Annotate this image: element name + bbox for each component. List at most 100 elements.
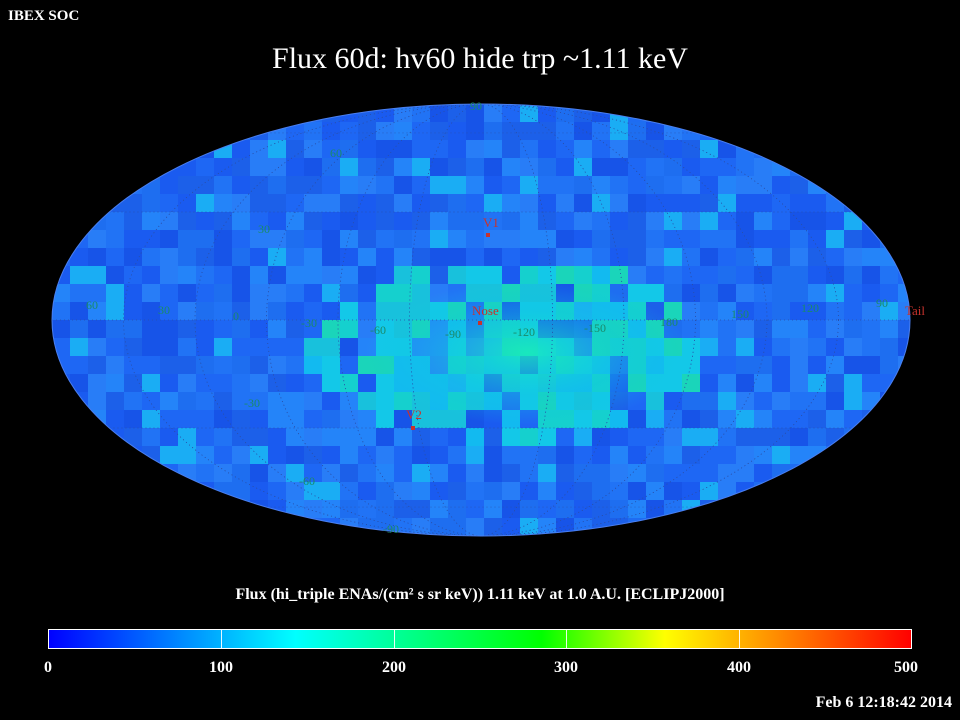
flux-pixel: [520, 446, 538, 464]
flux-pixel: [394, 212, 412, 230]
flux-pixel: [52, 338, 70, 356]
flux-pixel: [394, 446, 412, 464]
flux-pixel: [484, 230, 502, 248]
flux-pixel: [214, 410, 232, 428]
flux-pixel: [358, 176, 376, 194]
flux-pixel: [808, 176, 826, 194]
flux-pixel: [124, 392, 142, 410]
flux-pixel: [772, 392, 790, 410]
flux-pixel: [898, 302, 910, 320]
flux-pixel: [772, 194, 790, 212]
flux-pixel: [718, 302, 736, 320]
flux-pixel: [664, 158, 682, 176]
flux-pixel: [502, 518, 520, 536]
flux-pixel: [538, 482, 556, 500]
flux-pixel: [646, 176, 664, 194]
flux-pixel: [574, 122, 592, 140]
flux-pixel: [358, 428, 376, 446]
flux-pixel: [700, 284, 718, 302]
flux-pixel: [736, 194, 754, 212]
flux-pixel: [124, 248, 142, 266]
flux-pixel: [268, 158, 286, 176]
flux-pixel: [484, 212, 502, 230]
flux-pixel: [70, 338, 88, 356]
flux-pixel: [682, 212, 700, 230]
flux-pixel: [430, 248, 448, 266]
lat-label-60: 60: [330, 146, 342, 160]
flux-pixel: [538, 500, 556, 518]
flux-pixel: [250, 140, 268, 158]
flux-pixel: [664, 428, 682, 446]
flux-pixel: [322, 122, 340, 140]
flux-pixel: [286, 194, 304, 212]
flux-pixel: [178, 230, 196, 248]
flux-pixel: [628, 500, 646, 518]
flux-pixel: [412, 500, 430, 518]
flux-pixel: [358, 392, 376, 410]
flux-pixel: [52, 302, 70, 320]
flux-pixel: [754, 320, 772, 338]
flux-pixel: [88, 410, 106, 428]
flux-pixel: [502, 464, 520, 482]
flux-pixel: [196, 158, 214, 176]
flux-pixel: [502, 104, 520, 122]
flux-pixel: [538, 518, 556, 536]
flux-pixel: [718, 428, 736, 446]
flux-pixel: [142, 230, 160, 248]
flux-pixel: [664, 266, 682, 284]
flux-pixel: [646, 464, 664, 482]
flux-pixel: [718, 248, 736, 266]
flux-pixel: [214, 284, 232, 302]
flux-pixel: [790, 230, 808, 248]
flux-pixel: [178, 212, 196, 230]
flux-pixel: [754, 212, 772, 230]
nose-marker: [478, 321, 482, 325]
org-label: IBEX SOC: [8, 8, 80, 24]
flux-pixel: [106, 194, 124, 212]
flux-pixel: [808, 374, 826, 392]
flux-pixel: [484, 122, 502, 140]
flux-pixel: [124, 428, 142, 446]
flux-pixel: [124, 356, 142, 374]
flux-pixel: [340, 284, 358, 302]
flux-pixel: [358, 284, 376, 302]
flux-pixel: [808, 284, 826, 302]
flux-pixel: [106, 248, 124, 266]
flux-pixel: [394, 104, 412, 122]
flux-pixel: [232, 428, 250, 446]
flux-pixel: [106, 266, 124, 284]
flux-pixel: [574, 482, 592, 500]
flux-pixel: [196, 194, 214, 212]
flux-pixel: [448, 428, 466, 446]
flux-pixel: [790, 248, 808, 266]
lat-label-neg90: -90: [383, 522, 399, 536]
flux-pixel: [394, 518, 412, 536]
flux-pixel: [376, 176, 394, 194]
flux-pixel: [52, 320, 70, 338]
flux-pixel: [718, 446, 736, 464]
flux-pixel: [376, 194, 394, 212]
flux-pixel: [412, 428, 430, 446]
flux-pixel: [250, 266, 268, 284]
flux-pixel: [250, 482, 268, 500]
flux-pixel: [394, 230, 412, 248]
flux-pixel: [214, 482, 232, 500]
flux-pixel: [250, 158, 268, 176]
flux-pixel: [718, 158, 736, 176]
flux-pixel: [124, 446, 142, 464]
flux-pixel: [718, 266, 736, 284]
flux-pixel: [322, 194, 340, 212]
flux-pixel: [394, 464, 412, 482]
flux-pixel: [430, 428, 448, 446]
flux-pixel: [754, 356, 772, 374]
flux-pixel: [736, 392, 754, 410]
flux-pixel: [448, 464, 466, 482]
flux-pixel: [862, 320, 880, 338]
flux-pixel: [556, 104, 574, 122]
flux-pixel: [826, 302, 844, 320]
flux-pixel: [142, 428, 160, 446]
flux-pixel: [232, 176, 250, 194]
flux-pixel: [646, 446, 664, 464]
flux-pixel: [520, 194, 538, 212]
flux-pixel: [826, 284, 844, 302]
